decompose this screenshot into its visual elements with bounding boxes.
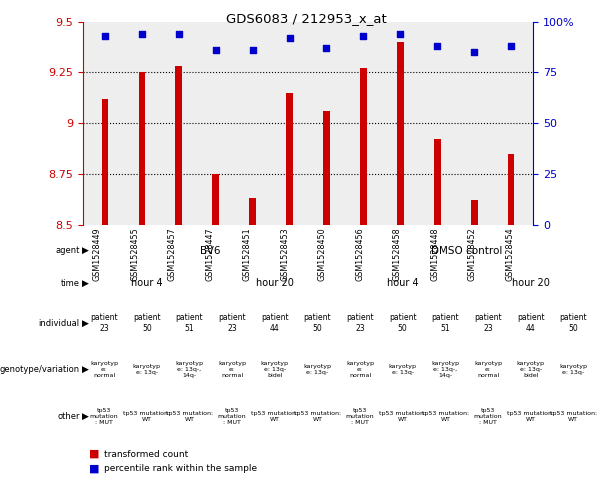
Point (248, 46, 257, 54)
Bar (397, 42, 404, 225)
Text: patient
23: patient 23 (474, 313, 502, 333)
Text: hour 20: hour 20 (512, 278, 550, 288)
Text: tp53
mutation
: MUT: tp53 mutation : MUT (89, 408, 118, 425)
Text: patient
44: patient 44 (261, 313, 289, 333)
Text: tp53
mutation
: MUT: tp53 mutation : MUT (346, 408, 375, 425)
Point (174, 30, 184, 38)
Text: tp53 mutation:
WT: tp53 mutation: WT (251, 411, 299, 422)
Text: patient
51: patient 51 (432, 313, 459, 333)
Bar (286, 93, 293, 225)
Text: tp53 mutation:
WT: tp53 mutation: WT (123, 411, 170, 422)
Bar (249, 198, 256, 225)
Point (322, 44, 332, 52)
Text: GSM1528447: GSM1528447 (205, 227, 214, 281)
Text: patient
23: patient 23 (218, 313, 246, 333)
Point (506, 42, 516, 50)
Text: GSM1528456: GSM1528456 (356, 227, 364, 281)
Text: ▶: ▶ (82, 246, 88, 255)
Text: tp53 mutation:
WT: tp53 mutation: WT (550, 411, 597, 422)
Text: GSM1528450: GSM1528450 (318, 227, 327, 281)
Point (284, 34, 294, 42)
Bar (323, 111, 330, 225)
Text: agent: agent (55, 246, 80, 255)
Text: patient
23: patient 23 (90, 313, 118, 333)
Text: transformed count: transformed count (104, 450, 188, 458)
Point (395, 30, 405, 38)
Text: GSM1528448: GSM1528448 (430, 227, 440, 281)
Text: GSM1528451: GSM1528451 (243, 227, 252, 281)
Text: karyotyp
e: 13q-: karyotyp e: 13q- (133, 364, 161, 375)
Text: genotype/variation: genotype/variation (0, 365, 80, 374)
Text: karyotyp
e:
normal: karyotyp e: normal (474, 361, 502, 378)
Text: patient
50: patient 50 (389, 313, 416, 333)
Text: ▶: ▶ (82, 279, 88, 288)
Bar (139, 72, 145, 225)
Text: hour 4: hour 4 (387, 278, 419, 288)
Text: patient
23: patient 23 (346, 313, 374, 333)
Text: GSM1528455: GSM1528455 (130, 227, 139, 281)
Bar (508, 154, 514, 225)
Text: patient
44: patient 44 (517, 313, 544, 333)
Point (432, 42, 442, 50)
Text: GSM1528457: GSM1528457 (167, 227, 177, 281)
Text: GSM1528452: GSM1528452 (468, 227, 477, 281)
Point (359, 32, 368, 40)
Bar (102, 99, 109, 225)
Text: patient
50: patient 50 (560, 313, 587, 333)
Text: hour 20: hour 20 (256, 278, 294, 288)
Bar (360, 69, 367, 225)
Text: DMSO control: DMSO control (431, 246, 502, 256)
Bar (471, 200, 478, 225)
Text: karyotyp
e: 13q-,
14q-: karyotyp e: 13q-, 14q- (432, 361, 459, 378)
Text: individual: individual (39, 319, 80, 327)
Text: GSM1528453: GSM1528453 (280, 227, 289, 281)
Text: ▶: ▶ (82, 412, 88, 421)
Text: karyotyp
e:
normal: karyotyp e: normal (90, 361, 118, 378)
Text: ■: ■ (89, 449, 99, 459)
Text: GDS6083 / 212953_x_at: GDS6083 / 212953_x_at (226, 12, 387, 25)
Text: hour 4: hour 4 (131, 278, 162, 288)
Text: ■: ■ (89, 464, 99, 473)
Text: karyotyp
e: 13q-: karyotyp e: 13q- (559, 364, 587, 375)
Text: patient
50: patient 50 (133, 313, 161, 333)
Text: ▶: ▶ (82, 319, 88, 327)
Text: karyotyp
e: 13q-,
14q-: karyotyp e: 13q-, 14q- (175, 361, 204, 378)
Text: karyotyp
e:
normal: karyotyp e: normal (346, 361, 374, 378)
Text: percentile rank within the sample: percentile rank within the sample (104, 464, 257, 473)
Bar (175, 66, 182, 225)
Text: karyotyp
e: 13q-
bidel: karyotyp e: 13q- bidel (261, 361, 289, 378)
Point (100, 32, 110, 40)
Text: patient
50: patient 50 (303, 313, 331, 333)
Point (137, 30, 147, 38)
Text: tp53
mutation
: MUT: tp53 mutation : MUT (218, 408, 246, 425)
Text: GSM1528449: GSM1528449 (93, 227, 102, 281)
Text: BV6: BV6 (200, 246, 221, 256)
Point (211, 46, 221, 54)
Text: karyotyp
e:
normal: karyotyp e: normal (218, 361, 246, 378)
Bar (434, 140, 441, 225)
Text: tp53 mutation:
WT: tp53 mutation: WT (379, 411, 426, 422)
Text: tp53 mutation:
WT: tp53 mutation: WT (294, 411, 341, 422)
Text: tp53 mutation:
WT: tp53 mutation: WT (166, 411, 213, 422)
Text: patient
51: patient 51 (175, 313, 203, 333)
Text: GSM1528458: GSM1528458 (393, 227, 402, 281)
Text: GSM1528454: GSM1528454 (506, 227, 514, 281)
Text: karyotyp
e: 13q-
bidel: karyotyp e: 13q- bidel (517, 361, 544, 378)
Text: tp53 mutation:
WT: tp53 mutation: WT (507, 411, 554, 422)
Text: other: other (57, 412, 80, 421)
Point (470, 48, 479, 56)
Text: tp53
mutation
: MUT: tp53 mutation : MUT (474, 408, 502, 425)
Bar (212, 174, 219, 225)
Text: tp53 mutation:
WT: tp53 mutation: WT (422, 411, 469, 422)
Text: ▶: ▶ (82, 365, 88, 374)
Text: karyotyp
e: 13q-: karyotyp e: 13q- (389, 364, 417, 375)
Text: time: time (61, 279, 80, 288)
Text: karyotyp
e: 13q-: karyotyp e: 13q- (303, 364, 332, 375)
